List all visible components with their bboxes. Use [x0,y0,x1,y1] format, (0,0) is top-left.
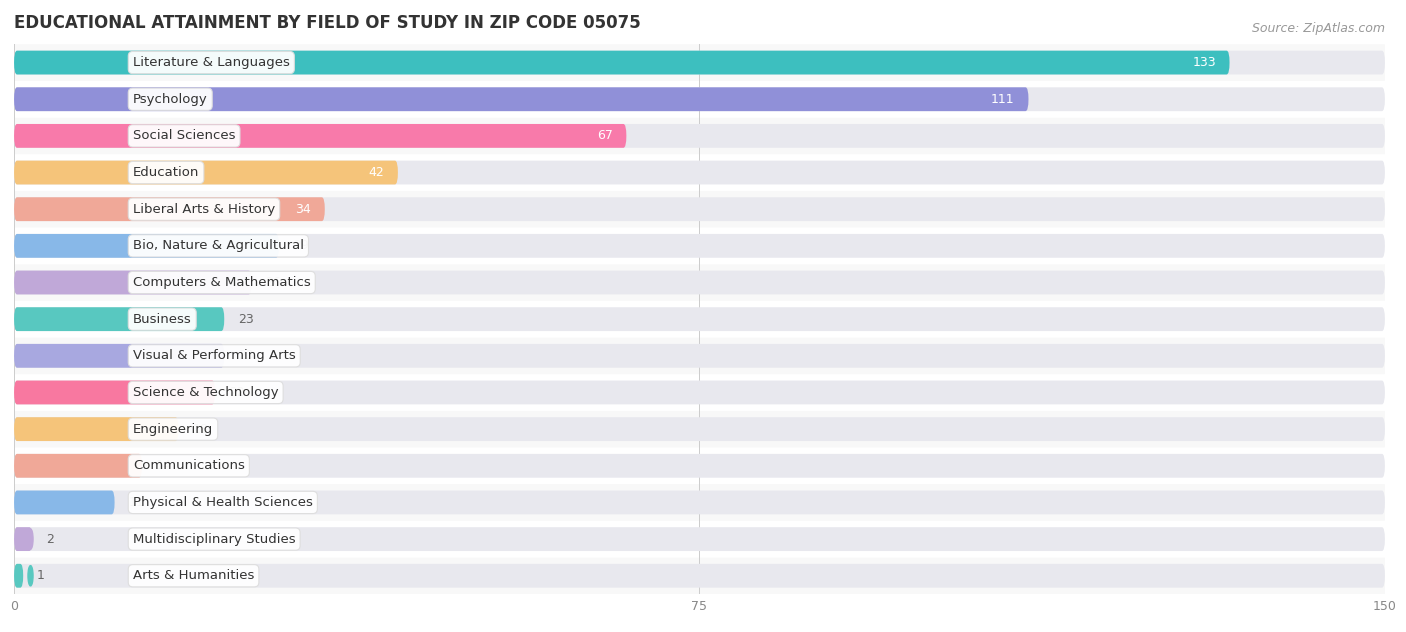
FancyBboxPatch shape [14,380,1385,404]
Text: Social Sciences: Social Sciences [134,130,235,142]
FancyBboxPatch shape [14,527,1385,551]
Circle shape [28,162,32,183]
Text: Engineering: Engineering [134,423,214,435]
FancyBboxPatch shape [14,454,142,478]
FancyBboxPatch shape [14,490,1385,514]
Text: Psychology: Psychology [134,93,208,106]
Circle shape [28,566,32,586]
Circle shape [28,492,32,513]
FancyBboxPatch shape [14,417,179,441]
FancyBboxPatch shape [14,301,1385,337]
FancyBboxPatch shape [14,374,1385,411]
Text: Source: ZipAtlas.com: Source: ZipAtlas.com [1251,22,1385,35]
Text: 23: 23 [238,349,253,362]
FancyBboxPatch shape [14,124,1385,148]
Text: Business: Business [134,313,191,325]
Text: Liberal Arts & History: Liberal Arts & History [134,203,276,216]
Text: EDUCATIONAL ATTAINMENT BY FIELD OF STUDY IN ZIP CODE 05075: EDUCATIONAL ATTAINMENT BY FIELD OF STUDY… [14,13,641,32]
Text: Computers & Mathematics: Computers & Mathematics [134,276,311,289]
Text: 1: 1 [37,569,45,582]
Text: 26: 26 [266,276,281,289]
Text: 2: 2 [46,533,53,545]
FancyBboxPatch shape [14,87,1385,111]
Text: 67: 67 [596,130,613,142]
Circle shape [28,456,32,476]
FancyBboxPatch shape [14,44,1385,81]
FancyBboxPatch shape [14,527,32,551]
Text: 18: 18 [193,423,208,435]
Text: Science & Technology: Science & Technology [134,386,278,399]
Text: 29: 29 [292,240,308,252]
FancyBboxPatch shape [14,234,1385,258]
Circle shape [28,382,32,403]
FancyBboxPatch shape [14,564,22,588]
FancyBboxPatch shape [14,380,215,404]
FancyBboxPatch shape [14,454,1385,478]
FancyBboxPatch shape [14,87,1029,111]
FancyBboxPatch shape [14,228,1385,264]
Circle shape [28,199,32,219]
Text: 111: 111 [991,93,1015,106]
Text: Arts & Humanities: Arts & Humanities [134,569,254,582]
Text: Multidisciplinary Studies: Multidisciplinary Studies [134,533,295,545]
Text: Communications: Communications [134,459,245,472]
Text: 23: 23 [238,313,253,325]
FancyBboxPatch shape [14,411,1385,447]
Circle shape [28,346,32,366]
FancyBboxPatch shape [14,161,1385,185]
Circle shape [28,529,32,549]
Text: Visual & Performing Arts: Visual & Performing Arts [134,349,295,362]
FancyBboxPatch shape [14,197,1385,221]
FancyBboxPatch shape [14,344,1385,368]
FancyBboxPatch shape [14,191,1385,228]
FancyBboxPatch shape [14,490,115,514]
FancyBboxPatch shape [14,307,1385,331]
FancyBboxPatch shape [14,264,1385,301]
Circle shape [28,419,32,439]
Text: 22: 22 [229,386,245,399]
Circle shape [28,272,32,293]
FancyBboxPatch shape [14,51,1385,75]
FancyBboxPatch shape [14,447,1385,484]
Text: 133: 133 [1192,56,1216,69]
Circle shape [28,52,32,73]
Text: Education: Education [134,166,200,179]
Text: Bio, Nature & Agricultural: Bio, Nature & Agricultural [134,240,304,252]
Circle shape [28,236,32,256]
Text: 14: 14 [156,459,172,472]
FancyBboxPatch shape [14,270,1385,295]
FancyBboxPatch shape [14,234,278,258]
FancyBboxPatch shape [14,51,1229,75]
FancyBboxPatch shape [14,118,1385,154]
Circle shape [28,309,32,329]
FancyBboxPatch shape [14,564,1385,588]
Text: 11: 11 [128,496,143,509]
Circle shape [28,89,32,109]
FancyBboxPatch shape [14,161,398,185]
FancyBboxPatch shape [14,417,1385,441]
FancyBboxPatch shape [14,557,1385,594]
Text: Physical & Health Sciences: Physical & Health Sciences [134,496,312,509]
FancyBboxPatch shape [14,307,225,331]
Text: Literature & Languages: Literature & Languages [134,56,290,69]
FancyBboxPatch shape [14,197,325,221]
FancyBboxPatch shape [14,484,1385,521]
FancyBboxPatch shape [14,154,1385,191]
FancyBboxPatch shape [14,344,225,368]
FancyBboxPatch shape [14,521,1385,557]
Text: 42: 42 [368,166,384,179]
FancyBboxPatch shape [14,337,1385,374]
FancyBboxPatch shape [14,81,1385,118]
Circle shape [28,126,32,146]
FancyBboxPatch shape [14,270,252,295]
FancyBboxPatch shape [14,124,627,148]
Text: 34: 34 [295,203,311,216]
